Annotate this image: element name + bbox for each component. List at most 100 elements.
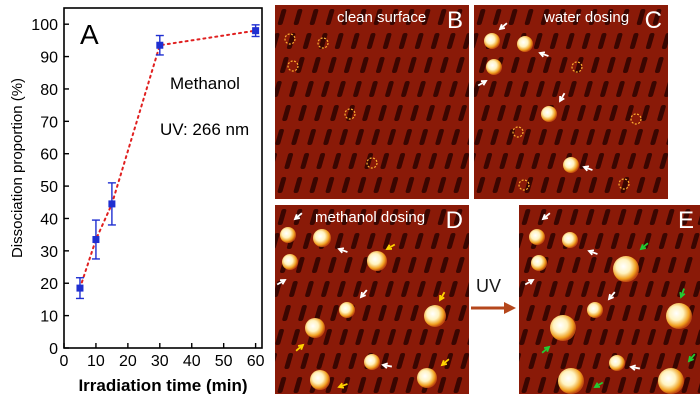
vacancy-marker (344, 108, 356, 120)
stm-image-c (474, 5, 668, 199)
adsorbate-spot (531, 255, 547, 271)
stm-image-b (275, 5, 469, 199)
stm-panel-e: E (519, 205, 700, 394)
vacancy-marker (366, 157, 378, 169)
vacancy-marker (618, 178, 630, 190)
adsorbate-spot (529, 229, 545, 245)
pointer-arrow-icon (687, 353, 696, 363)
pointer-arrow-icon (587, 249, 598, 256)
panel-c-letter: C (644, 7, 662, 34)
pointer-arrow-icon (381, 362, 393, 369)
stm-image-e (519, 205, 700, 394)
adsorbate-spot (541, 106, 557, 122)
adsorbate-spot (424, 305, 446, 327)
x-tick-label: 0 (60, 353, 69, 370)
pointer-arrow-icon (295, 343, 305, 352)
adsorbate-spot (339, 302, 355, 318)
y-tick-label: 60 (40, 147, 58, 164)
panel-d-letter: D (445, 207, 463, 234)
panel-e-letter: E (677, 207, 694, 234)
x-tick-label: 50 (215, 353, 233, 370)
adsorbate-spot (550, 315, 576, 341)
pointer-arrow-icon (385, 243, 396, 250)
pointer-arrow-icon (477, 80, 488, 87)
plot-frame (63, 7, 263, 349)
pointer-arrow-icon (359, 289, 368, 299)
panel-b-title: clean surface (337, 9, 427, 26)
pointer-arrow-icon (679, 288, 686, 299)
vacancy-marker (571, 61, 583, 73)
stm-image-d (275, 205, 469, 394)
pointer-arrow-icon (440, 358, 450, 367)
adsorbate-spot (558, 368, 584, 394)
data-point (252, 27, 260, 35)
adsorbate-spot (305, 318, 325, 338)
adsorbate-spot (310, 370, 330, 390)
y-tick-label: 10 (40, 309, 58, 326)
annotation-uv: UV: 266 nm (160, 120, 249, 139)
vacancy-marker (284, 33, 296, 45)
stm-row-lattice (275, 9, 469, 193)
vacancy-marker (512, 126, 524, 138)
adsorbate-spot (364, 354, 380, 370)
y-tick-label: 90 (40, 50, 58, 67)
right-arrow-icon (471, 302, 516, 314)
vacancy-marker (317, 37, 329, 49)
adsorbate-spot (417, 368, 437, 388)
vacancy-marker (287, 60, 299, 72)
y-tick-label: 30 (40, 244, 58, 261)
stm-row-lattice (474, 9, 668, 193)
pointer-arrow-icon (337, 382, 348, 389)
x-tick-label: 20 (119, 353, 137, 370)
pointer-arrow-icon (559, 92, 566, 103)
vacancy-marker (518, 179, 530, 191)
adsorbate-spot (486, 59, 502, 75)
adsorbate-spot (313, 229, 331, 247)
annotation-methanol: Methanol (170, 74, 240, 93)
x-tick-label: 40 (183, 353, 201, 370)
stm-panel-b: clean surface B (275, 5, 469, 199)
panel-b-letter: B (446, 7, 463, 34)
adsorbate-spot (282, 254, 298, 270)
uv-arrow: UV (468, 276, 518, 316)
pointer-arrow-icon (439, 291, 446, 302)
panel-c-title: water dosing (544, 9, 630, 26)
x-tick-label: 30 (151, 353, 169, 370)
data-point (76, 284, 84, 292)
trend-line (78, 29, 257, 290)
adsorbate-spot (666, 303, 692, 329)
y-tick-label: 80 (40, 82, 58, 99)
data-point (108, 200, 116, 208)
adsorbate-spot (484, 33, 500, 49)
pointer-arrow-icon (538, 51, 549, 58)
pointer-arrow-icon (629, 364, 641, 371)
adsorbate-spot (562, 232, 578, 248)
adsorbate-spot (367, 251, 387, 271)
data-point (156, 41, 164, 49)
uv-arrow-label: UV (476, 276, 502, 296)
x-tick-label: 10 (87, 353, 105, 370)
adsorbate-spot (609, 355, 625, 371)
pointer-arrow-icon (498, 22, 508, 31)
y-tick-label: 50 (40, 179, 58, 196)
dissociation-chart: 0 10 20 30 40 50 60 0 10 20 30 40 50 60 70 80 90 100 Irrad… (9, 7, 265, 394)
y-axis-label: Dissociation proportion (%) (9, 78, 26, 258)
y-tick-label: 40 (40, 211, 58, 228)
y-tick-label: 0 (49, 341, 58, 358)
data-point (92, 236, 100, 244)
y-tick-label: 100 (31, 17, 58, 34)
adsorbate-spot (517, 36, 533, 52)
pointer-arrow-icon (582, 165, 593, 172)
adsorbate-spot (280, 227, 296, 243)
pointer-arrow-icon (541, 212, 551, 221)
x-tick-label: 60 (247, 353, 265, 370)
pointer-arrow-icon (337, 247, 348, 254)
adsorbate-spot (658, 368, 684, 394)
stm-panel-c: water dosing C (474, 5, 668, 199)
y-tick-label: 20 (40, 276, 58, 293)
pointer-arrow-icon (524, 279, 535, 286)
pointer-arrow-icon (593, 381, 604, 388)
pointer-arrow-icon (607, 291, 616, 301)
adsorbate-spot (587, 302, 603, 318)
adsorbate-spot (563, 157, 579, 173)
